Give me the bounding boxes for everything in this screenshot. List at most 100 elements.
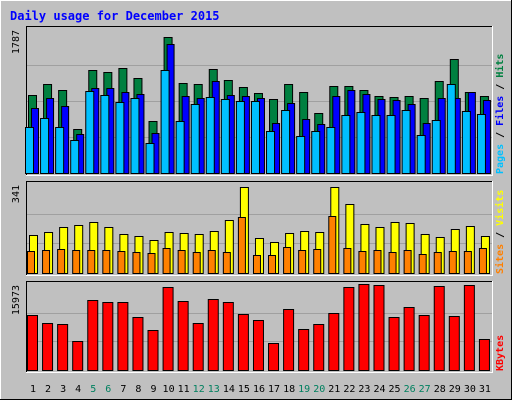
- bar-sites: [117, 251, 126, 274]
- bar-sites: [132, 252, 141, 274]
- bar-sites: [252, 255, 261, 274]
- panel-visits-sites: 341 Sites / Visits: [11, 181, 506, 276]
- bar-kbytes: [222, 302, 234, 371]
- bar-kbytes: [27, 315, 38, 371]
- x-tick-label: 12: [193, 384, 205, 395]
- bar-kbytes: [403, 307, 415, 371]
- bar-pages: [266, 131, 276, 174]
- bar-sites: [177, 250, 186, 274]
- bar-pages: [296, 136, 306, 174]
- bar-sites: [147, 253, 156, 274]
- bar-sites: [27, 251, 35, 274]
- bar-sites: [373, 250, 382, 274]
- x-tick-label: 17: [268, 384, 280, 395]
- bar-pages: [190, 104, 200, 174]
- x-tick-label: 14: [223, 384, 235, 395]
- x-tick-label: 10: [163, 384, 175, 395]
- x-tick-label: 29: [449, 384, 461, 395]
- x-tick-label: 2: [45, 384, 51, 395]
- bar-pages: [356, 112, 366, 174]
- x-tick-label: 21: [328, 384, 340, 395]
- bar-kbytes: [207, 299, 219, 371]
- x-tick-label: 16: [253, 384, 265, 395]
- x-axis-day-labels: 1 2 3 4 5 6 7 8 9 10 11 12 13 14 15 16 17 18 19 20 21 22 23 24 2…: [30, 384, 491, 395]
- y-axis-max-label: 15973: [11, 285, 22, 315]
- bar-kbytes: [192, 323, 204, 371]
- chart-panels: 1787 Pages / Files / Hits 341 Sites / Visit…: [11, 26, 506, 373]
- legend-item: Files: [494, 96, 506, 132]
- bar-kbytes: [252, 320, 264, 371]
- bar-pages: [461, 111, 471, 174]
- legend-item: /: [495, 132, 506, 144]
- legend-item: Hits: [494, 54, 506, 84]
- y-axis-max-label: 341: [11, 185, 22, 203]
- bar-sites: [162, 248, 171, 274]
- bar-kbytes: [358, 284, 370, 371]
- x-tick-label: 15: [238, 384, 250, 395]
- x-tick-label: 25: [389, 384, 401, 395]
- bar-sites: [268, 255, 277, 274]
- series-kbytes: [27, 284, 490, 371]
- x-tick-label: 5: [90, 384, 96, 395]
- bar-sites: [283, 247, 292, 274]
- series-sites: [27, 216, 487, 274]
- legend: Pages / Files / Hits: [494, 54, 506, 174]
- x-tick-label: 28: [434, 384, 446, 395]
- x-tick-label: 30: [464, 384, 476, 395]
- bar-sites: [207, 250, 216, 274]
- bar-pages: [40, 118, 50, 174]
- legend-item: KBytes: [495, 335, 506, 371]
- bar-pages: [100, 95, 110, 174]
- x-tick-label: 9: [151, 384, 157, 395]
- y-axis-max-label: 1787: [11, 30, 22, 54]
- panel-kbytes: 15973 KBytes: [11, 281, 506, 373]
- bar-pages: [476, 114, 486, 174]
- bar-sites: [313, 249, 322, 274]
- x-tick-label: 8: [135, 384, 141, 395]
- bar-sites: [237, 217, 246, 274]
- bar-pages: [205, 97, 215, 174]
- bar-pages: [341, 115, 351, 174]
- bar-kbytes: [42, 323, 54, 371]
- bar-pages: [145, 143, 155, 174]
- bar-pages: [416, 135, 426, 174]
- x-tick-label: 19: [298, 384, 310, 395]
- bar-pages: [401, 110, 411, 174]
- x-tick-label: 7: [120, 384, 126, 395]
- legend: KBytes: [495, 335, 506, 371]
- x-tick-label: 27: [419, 384, 431, 395]
- series-pages: [25, 70, 486, 174]
- x-tick-label: 18: [283, 384, 295, 395]
- bar-pages: [70, 140, 80, 174]
- bar-sites: [478, 248, 487, 274]
- bar-pages: [175, 121, 185, 174]
- bar-kbytes: [177, 301, 189, 371]
- bar-kbytes: [418, 315, 430, 371]
- bar-sites: [463, 251, 472, 274]
- bar-kbytes: [313, 324, 325, 371]
- bar-pages: [25, 127, 34, 174]
- bar-sites: [72, 250, 81, 274]
- x-tick-label: 6: [105, 384, 111, 395]
- bar-sites: [42, 250, 51, 274]
- bar-kbytes: [448, 316, 460, 371]
- legend-item: Pages: [495, 144, 506, 174]
- bar-kbytes: [147, 330, 159, 371]
- legend-item: /: [495, 232, 506, 244]
- x-tick-label: 22: [343, 384, 355, 395]
- bar-sites: [57, 249, 66, 274]
- panel-hits-files-pages: 1787 Pages / Files / Hits: [11, 26, 506, 176]
- x-tick-label: 26: [404, 384, 416, 395]
- bar-pages: [85, 91, 95, 174]
- x-tick-label: 1: [30, 384, 36, 395]
- bar-pages: [431, 120, 441, 174]
- bar-kbytes: [57, 324, 69, 371]
- bar-sites: [343, 248, 352, 274]
- bar-kbytes: [298, 329, 310, 371]
- bar-sites: [448, 251, 457, 274]
- bar-pages: [250, 101, 260, 174]
- bar-kbytes: [162, 287, 174, 371]
- bar-kbytes: [87, 300, 99, 371]
- bar-kbytes: [102, 302, 114, 371]
- bar-kbytes: [478, 339, 490, 371]
